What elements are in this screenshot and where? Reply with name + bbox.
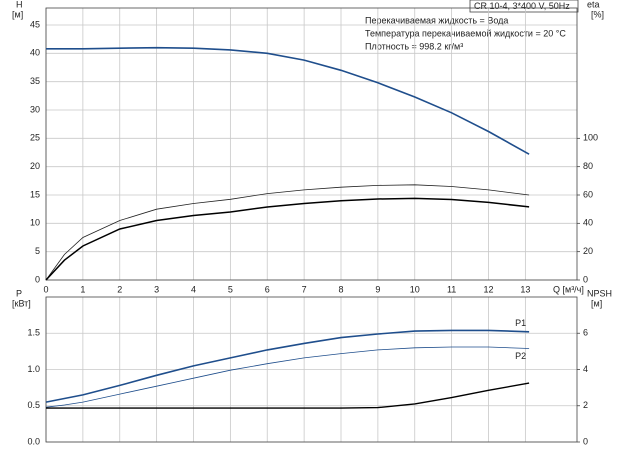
y-tick-label: 30: [30, 104, 40, 114]
note: Температура перекачиваемой жидкости = 20…: [365, 28, 566, 38]
x-tick-label: 10: [410, 284, 420, 294]
y2-tick-label: 100: [583, 133, 598, 143]
y-label: P: [16, 288, 22, 298]
y-tick-label: 45: [30, 19, 40, 29]
y-tick-label: 0: [35, 274, 40, 284]
y2-label: NPSH: [587, 288, 612, 298]
plot-frame: [45, 296, 578, 443]
y-tick-label: 0.0: [27, 436, 40, 446]
y2-label: [%]: [591, 9, 604, 19]
y-tick-label: 15: [30, 189, 40, 199]
curve: [46, 382, 530, 409]
y-tick-label: 1.5: [27, 328, 40, 338]
y-label: [кВт]: [12, 298, 31, 308]
curve: [45, 184, 530, 281]
y-tick-label: 35: [30, 76, 40, 86]
chart-title: CR 10-4, 3*400 V, 50Hz: [474, 1, 570, 11]
y-label: [м]: [12, 9, 23, 19]
y-label: H: [16, 0, 23, 9]
y2-tick-label: 2: [583, 400, 588, 410]
x-label: Q [м³/ч]: [553, 284, 584, 294]
title-box: [469, 0, 579, 13]
series-label: P2: [515, 351, 526, 361]
x-tick-label: 1: [80, 284, 85, 294]
plot-frame: [45, 7, 578, 281]
x-tick-label: 8: [338, 284, 343, 294]
curve: [45, 329, 530, 403]
y-tick-label: 20: [30, 161, 40, 171]
y2-tick-label: 80: [583, 161, 593, 171]
y2-tick-label: 40: [583, 218, 593, 228]
y-tick-label: 0.5: [27, 400, 40, 410]
curve: [46, 46, 530, 155]
x-tick-label: 13: [520, 284, 530, 294]
x-tick-label: 5: [228, 284, 233, 294]
y2-tick-label: 0: [583, 274, 588, 284]
y2-tick-label: 4: [583, 364, 588, 374]
x-tick-label: 9: [375, 284, 380, 294]
y-tick-label: 25: [30, 133, 40, 143]
y-tick-label: 1.0: [27, 364, 40, 374]
y2-tick-label: 0: [583, 436, 588, 446]
series-label: P1: [515, 318, 526, 328]
y2-tick-label: 20: [583, 246, 593, 256]
x-tick-label: 6: [265, 284, 270, 294]
x-tick-label: 7: [302, 284, 307, 294]
y-tick-label: 5: [35, 246, 40, 256]
x-tick-label: 2: [117, 284, 122, 294]
note: Плотность = 998.2 кг/м³: [365, 41, 463, 51]
y2-label: eta: [587, 0, 600, 9]
x-tick-label: 4: [191, 284, 196, 294]
curve: [45, 346, 530, 408]
x-tick-label: 3: [154, 284, 159, 294]
x-tick-label: 12: [483, 284, 493, 294]
y-tick-label: 40: [30, 48, 40, 58]
y2-label: [м]: [591, 298, 602, 308]
x-tick-label: 0: [43, 284, 48, 294]
y2-tick-label: 60: [583, 189, 593, 199]
note: Перекачиваемая жидкость = Вода: [365, 15, 508, 25]
y2-tick-label: 6: [583, 328, 588, 338]
curve: [45, 197, 530, 281]
y-tick-label: 10: [30, 218, 40, 228]
x-tick-label: 11: [447, 284, 456, 294]
